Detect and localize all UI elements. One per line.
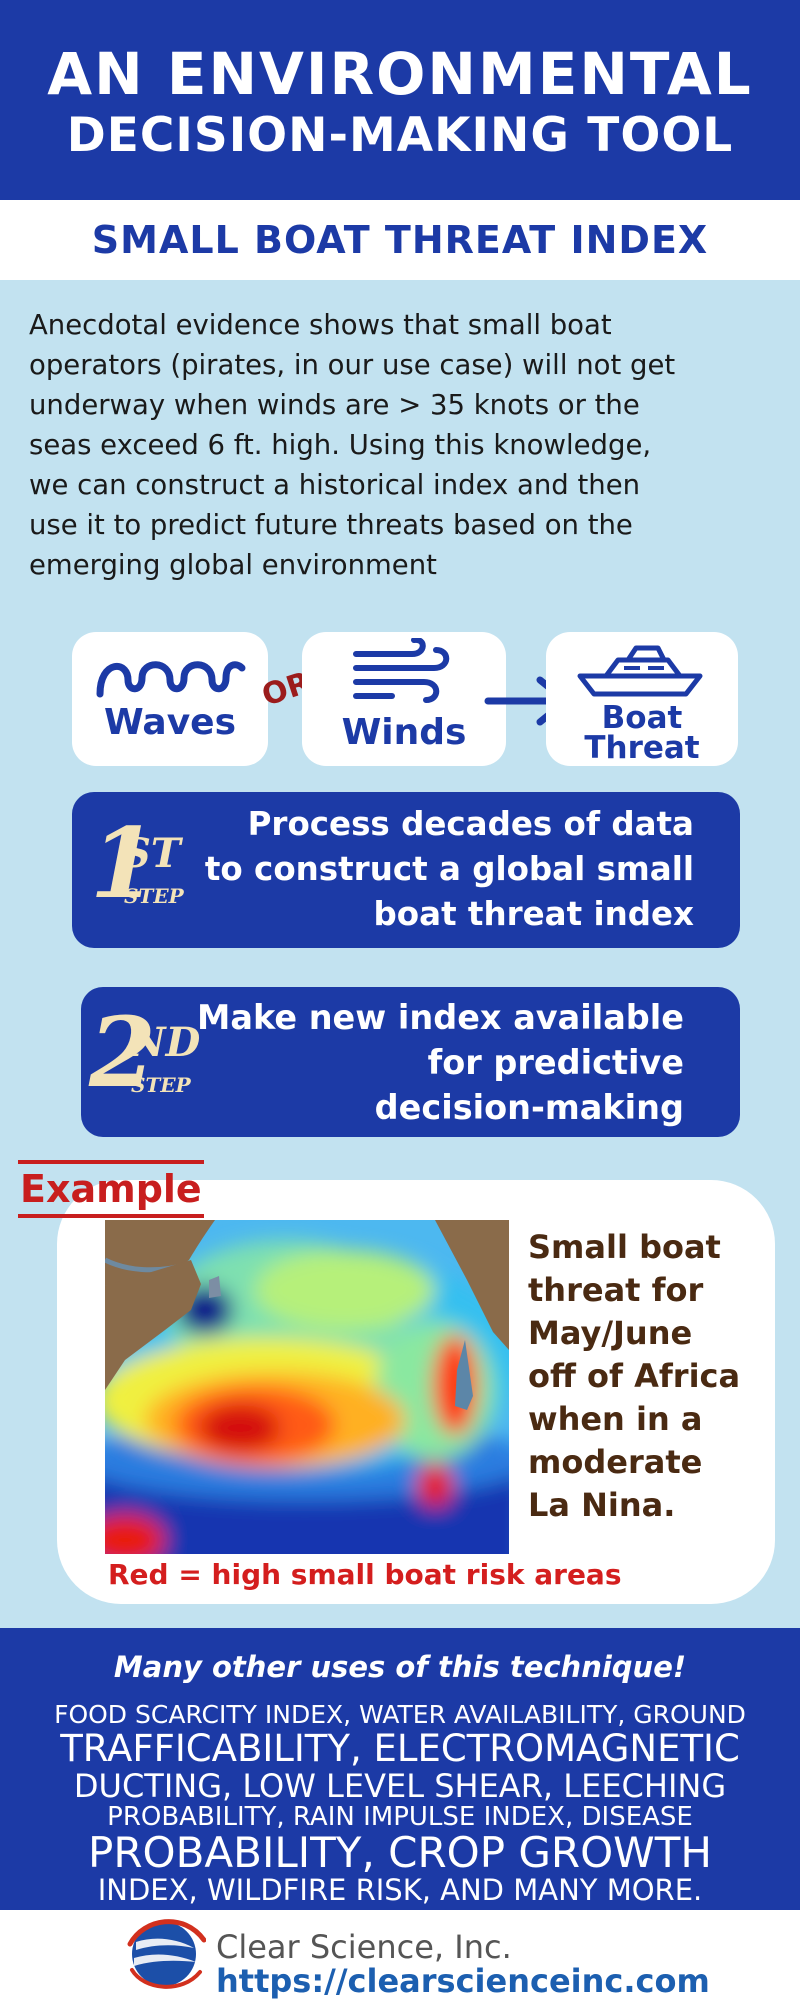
other-uses-line: FOOD SCARCITY INDEX, WATER AVAILABILITY,…: [0, 1702, 800, 1727]
intro-line: Anecdotal evidence shows that small boat: [29, 309, 612, 341]
winds-box: Winds: [302, 632, 506, 766]
step-2-panel: 2 ND STEP Make new index available for p…: [81, 987, 740, 1137]
map-caption-line: threat for: [528, 1271, 704, 1309]
other-uses-line: INDEX, WILDFIRE RISK, AND MANY MORE.: [0, 1876, 800, 1905]
map-legend-text: Red = high small boat risk areas: [108, 1558, 622, 1591]
intro-line: we can construct a historical index and …: [29, 469, 641, 501]
step-2-line: Make new index available: [197, 998, 684, 1037]
map-caption-line: May/June: [528, 1314, 693, 1352]
text-span: TRAFFICABILITY, ELECTROMAGNETIC: [60, 1727, 740, 1770]
text-span: AN ENVIRONMENTAL: [47, 40, 753, 108]
step-1-line: to construct a global small: [204, 850, 694, 888]
step-2-number: 2: [89, 996, 156, 1109]
title-line-1: AN ENVIRONMENTAL: [0, 40, 800, 108]
intro-line: use it to predict future threats based o…: [29, 509, 633, 541]
step-2-line: decision-making: [374, 1088, 684, 1127]
map-caption-line: La Nina.: [528, 1486, 676, 1524]
intro-paragraph: Anecdotal evidence shows that small boat…: [29, 305, 774, 585]
step-1-text: Process decades of data to construct a g…: [205, 802, 694, 937]
intro-line: seas exceed 6 ft. high. Using this knowl…: [29, 429, 652, 461]
other-uses-line: DUCTING, LOW LEVEL SHEAR, LEECHING: [0, 1770, 800, 1802]
intro-line: operators (pirates, in our use case) wil…: [29, 349, 676, 381]
other-uses-line: PROBABILITY, RAIN IMPULSE INDEX, DISEASE: [0, 1804, 800, 1830]
map-caption-line: Small boat: [528, 1228, 721, 1266]
other-uses-line: PROBABILITY, CROP GROWTH: [0, 1832, 800, 1874]
threat-map-image: [105, 1220, 509, 1554]
text-span: DUCTING, LOW LEVEL SHEAR, LEECHING: [73, 1767, 727, 1805]
waves-box: Waves: [72, 632, 268, 766]
intro-line: underway when winds are > 35 knots or th…: [29, 389, 640, 421]
step-1-panel: 1 ST STEP Process decades of data to con…: [72, 792, 740, 948]
title-line-2: DECISION-MAKING TOOL: [0, 108, 800, 163]
map-caption-line: when in a: [528, 1400, 703, 1438]
step-2-word: STEP: [131, 1073, 191, 1097]
other-uses-heading: Many other uses of this technique!: [113, 1650, 687, 1684]
text-span: DECISION-MAKING TOOL: [66, 108, 734, 163]
other-uses-panel: [0, 1628, 800, 1910]
step-1-line: Process decades of data: [247, 805, 694, 843]
boat-label-line-1: Boat: [601, 700, 683, 736]
page-subtitle: SMALL BOAT THREAT INDEX: [0, 218, 800, 262]
waves-icon: [96, 661, 246, 698]
step-1-line: boat threat index: [373, 895, 694, 933]
text-span: https://clearscienceinc.com: [216, 1962, 710, 2000]
map-caption: Small boat threat for May/June off of Af…: [528, 1226, 768, 1527]
example-label: Example: [18, 1160, 204, 1218]
winds-label: Winds: [341, 712, 467, 753]
map-caption-line: moderate: [528, 1443, 703, 1481]
intro-line: emerging global environment: [29, 549, 437, 581]
step-1-suffix: ST: [122, 830, 181, 877]
text-span: INDEX, WILDFIRE RISK, AND MANY MORE.: [97, 1873, 703, 1907]
other-uses-line: TRAFFICABILITY, ELECTROMAGNETIC: [0, 1730, 800, 1767]
step-2-line: for predictive: [427, 1043, 684, 1082]
step-2-suffix: ND: [129, 1019, 201, 1066]
boat-icon: [577, 645, 703, 697]
step-1-number: 1: [90, 807, 157, 920]
waves-label: Waves: [103, 702, 237, 743]
website-link[interactable]: https://clearscienceinc.com: [216, 1962, 710, 2000]
text-span: PROBABILITY, RAIN IMPULSE INDEX, DISEASE: [107, 1802, 693, 1832]
globe-logo-icon: [127, 1919, 206, 1989]
step-2-text: Make new index available for predictive …: [197, 995, 684, 1130]
company-name: Clear Science, Inc.: [216, 1928, 512, 1966]
boat-label-line-2: Threat: [584, 730, 700, 766]
text-span: FOOD SCARCITY INDEX, WATER AVAILABILITY,…: [54, 1700, 746, 1729]
header-banner: [0, 0, 800, 200]
boat-box: Boat Threat: [546, 632, 738, 766]
subtitle-banner: [0, 200, 800, 280]
text-span: PROBABILITY, CROP GROWTH: [88, 1828, 712, 1877]
text-span: SMALL BOAT THREAT INDEX: [91, 218, 709, 262]
wind-icon: [353, 638, 450, 703]
step-1-word: STEP: [124, 884, 184, 908]
map-caption-line: off of Africa: [528, 1357, 741, 1395]
